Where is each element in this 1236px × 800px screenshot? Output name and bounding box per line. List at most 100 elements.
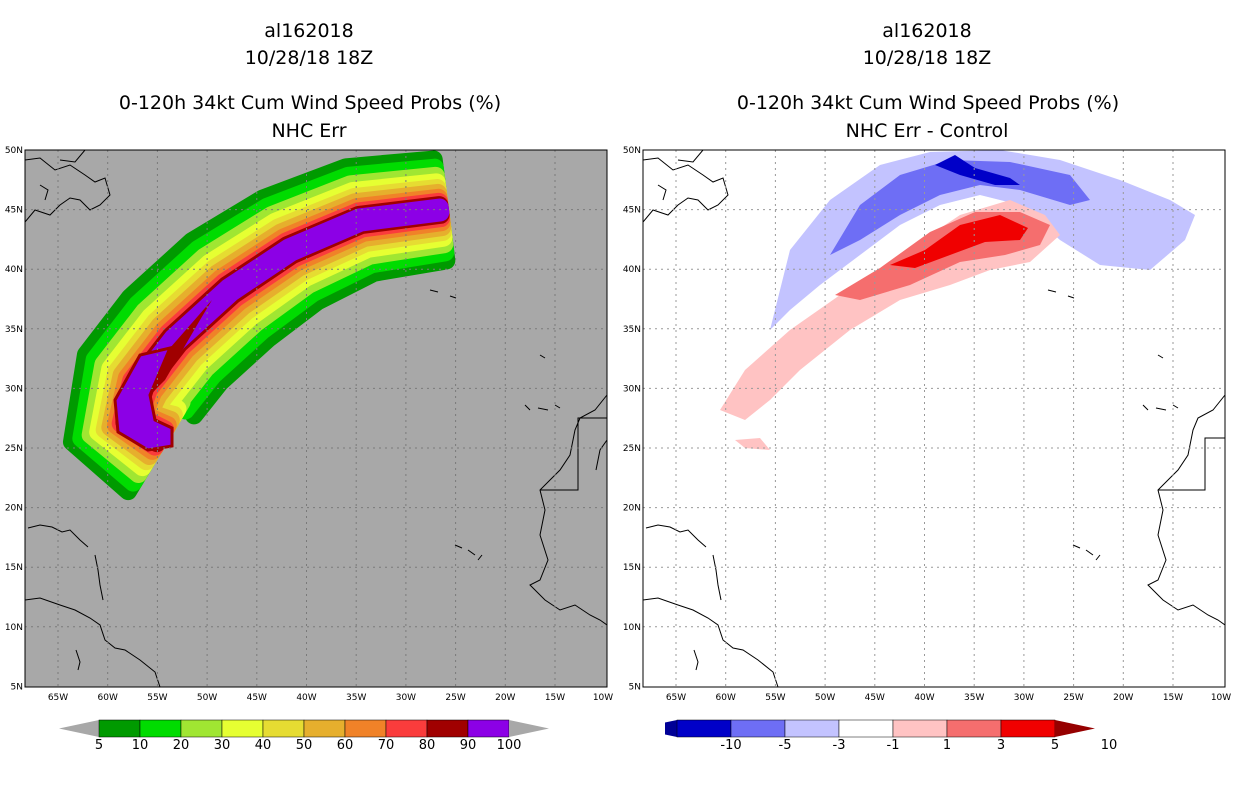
lat-label: 5N [11,682,23,692]
lon-label: 40W [296,693,316,703]
lat-label: 20N [623,504,641,514]
colorbar-label: 100 [497,738,522,753]
lon-label: 65W [666,693,686,703]
lon-label: 40W [914,693,934,703]
lon-label: 20W [1113,693,1133,703]
right-colorbar: -10 -5 -3 -1 1 3 5 10 [665,719,1118,753]
lon-label: 50W [815,693,835,703]
colorbar-low-extension [665,720,677,737]
colorbar-swatch [180,719,223,738]
diff-pos-fragment [735,438,770,450]
lon-label: 45W [247,693,267,703]
colorbar-label: 3 [997,738,1005,753]
right-title-subtitle: NHC Err - Control [845,120,1009,142]
left-map: 50N 45N 40N 35N 30N 25N 20N 15N 10N 5N 65W 60W 55W 5… [5,146,613,703]
probability-core-90 [150,300,212,395]
left-lat-labels: 50N 45N 40N 35N 30N 25N 20N 15N 10N 5N [5,146,23,692]
colorbar-swatch [892,719,948,738]
right-lat-labels: 50N 45N 40N 35N 30N 25N 20N 15N 10N 5N [623,146,641,692]
lon-label: 15W [545,693,565,703]
left-probability-contours [62,150,456,501]
lon-label: 55W [765,693,785,703]
lat-label: 5N [629,682,641,692]
lon-label: 35W [964,693,984,703]
colorbar-low-extension [59,720,99,737]
colorbar-high-extension [1055,720,1095,737]
diff-neg-strong [935,155,1020,185]
colorbar-label: -3 [833,738,846,753]
colorbar-swatch [262,719,305,738]
lat-label: 35N [5,325,23,335]
colorbar-swatch [385,719,428,738]
colorbar-swatch [426,719,469,738]
diff-pos-strong [890,215,1028,268]
colorbar-label: -1 [887,738,900,753]
lon-label: 35W [346,693,366,703]
lat-label: 40N [623,265,641,275]
colorbar-label: 80 [419,738,436,753]
colorbar-label: 60 [337,738,354,753]
lon-label: 60W [716,693,736,703]
lat-label: 20N [5,504,23,514]
lon-label: 15W [1163,693,1183,703]
lat-label: 25N [5,444,23,454]
lon-label: 55W [147,693,167,703]
colorbar-label: 70 [378,738,395,753]
left-title-storm-id: al162018 [264,20,354,42]
lat-label: 45N [5,206,23,216]
colorbar-label: 10 [1101,738,1118,753]
right-lon-labels: 65W 60W 55W 50W 45W 40W 35W 30W 25W 20W 15W 10W [666,693,1231,703]
lat-label: 30N [623,384,641,394]
colorbar-swatch [1000,719,1056,738]
lat-label: 15N [623,563,641,573]
right-title-storm-id: al162018 [882,20,972,42]
colorbar-label: 5 [95,738,103,753]
left-colorbar: 5 10 20 30 40 50 60 70 80 90 100 [59,719,549,753]
colorbar-swatch [467,719,510,738]
lat-label: 45N [623,206,641,216]
colorbar-swatch [946,719,1002,738]
right-title-datetime: 10/28/18 18Z [862,47,992,69]
right-title-product: 0-120h 34kt Cum Wind Speed Probs (%) [736,92,1120,114]
right-coastlines [643,150,1225,687]
colorbar-swatch [221,719,264,738]
left-title-subtitle: NHC Err [271,120,347,142]
lon-label: 30W [1014,693,1034,703]
left-title-datetime: 10/28/18 18Z [244,47,374,69]
lat-label: 30N [5,384,23,394]
colorbar-swatch [303,719,346,738]
colorbar-label: 20 [173,738,190,753]
colorbar-label: 30 [214,738,231,753]
lon-label: 60W [98,693,118,703]
lon-label: 10W [1211,693,1231,703]
diff-neg-mid [830,160,1090,255]
lat-label: 40N [5,265,23,275]
lon-label: 50W [197,693,217,703]
lat-label: 10N [5,623,23,633]
left-title-product: 0-120h 34kt Cum Wind Speed Probs (%) [118,92,502,114]
colorbar-swatch [838,719,894,738]
left-gridlines [25,150,607,687]
right-map: 50N 45N 40N 35N 30N 25N 20N 15N 10N 5N 65W 60W 55W 5… [623,146,1231,703]
colorbar-label: 5 [1051,738,1059,753]
colorbar-label: 90 [460,738,477,753]
colorbar-label: 10 [132,738,149,753]
colorbar-label: 50 [296,738,313,753]
lon-label: 25W [1063,693,1083,703]
colorbar-swatch [98,719,141,738]
right-gridlines [643,150,1225,687]
lat-label: 15N [5,563,23,573]
colorbar-swatch [676,719,732,738]
colorbar-swatch [730,719,786,738]
lon-label: 20W [495,693,515,703]
right-difference-contours [720,150,1195,450]
colorbar-label: 40 [255,738,272,753]
colorbar-label: -5 [779,738,792,753]
lat-label: 25N [623,444,641,454]
lon-label: 10W [593,693,613,703]
lon-label: 45W [865,693,885,703]
colorbar-high-extension [509,720,549,737]
colorbar-label: 1 [943,738,951,753]
lat-label: 10N [623,623,641,633]
lon-label: 30W [396,693,416,703]
